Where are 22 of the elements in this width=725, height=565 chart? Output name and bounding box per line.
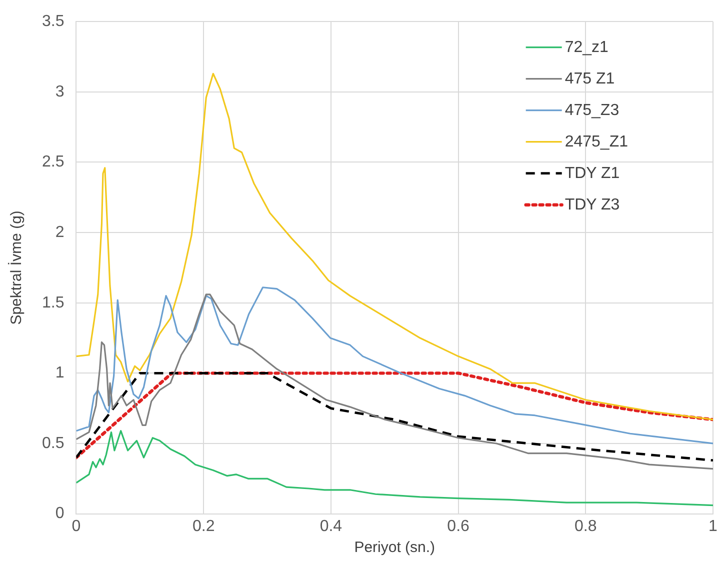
legend-label: 475 Z1 bbox=[564, 70, 615, 88]
legend-label: TDY Z1 bbox=[564, 164, 620, 182]
x-tick-label: 1 bbox=[708, 518, 718, 535]
y-tick-label: 3.5 bbox=[42, 13, 64, 30]
x-tick-label: 0 bbox=[72, 518, 81, 535]
legend-label: TDY Z3 bbox=[564, 196, 620, 214]
y-tick-label: 2 bbox=[55, 224, 64, 241]
y-tick-label: 1.5 bbox=[42, 294, 64, 312]
x-axis-title: Periyot (sn.) bbox=[354, 539, 436, 556]
y-tick-label: 0 bbox=[55, 505, 64, 522]
y-tick-label: 2.5 bbox=[42, 154, 64, 171]
y-tick-label: 1 bbox=[55, 364, 64, 382]
y-tick-label: 3 bbox=[55, 83, 64, 100]
x-tick-label: 0.4 bbox=[320, 518, 342, 535]
legend-label: 72_z1 bbox=[564, 38, 609, 56]
legend-label: 475_Z3 bbox=[564, 102, 620, 119]
x-tick-label: 0.2 bbox=[192, 518, 215, 535]
y-axis-title: Spektral İvme (g) bbox=[7, 210, 26, 325]
legend-label: 2475_Z1 bbox=[564, 133, 628, 150]
y-tick-label: 0.5 bbox=[42, 434, 64, 452]
x-tick-label: 0.8 bbox=[574, 518, 597, 535]
x-tick-label: 0.6 bbox=[447, 518, 470, 535]
